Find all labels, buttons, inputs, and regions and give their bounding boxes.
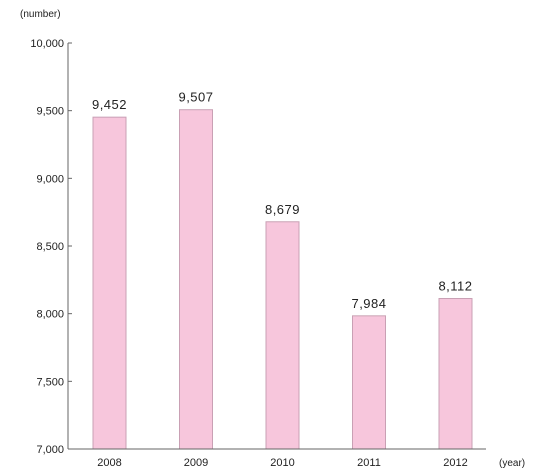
data-label-2009: 9,507 [178, 90, 213, 105]
y-tick-label: 8,000 [36, 309, 64, 321]
y-tick-label: 8,500 [36, 241, 64, 253]
y-tick-label: 7,500 [36, 376, 64, 388]
bar-2012 [438, 298, 473, 450]
x-axis-unit-label: (year) [499, 458, 525, 469]
data-label-2011: 7,984 [351, 296, 386, 311]
data-label-2012: 8,112 [438, 279, 472, 294]
x-tick-label-2011: 2011 [357, 457, 381, 469]
data-label-2008: 9,452 [92, 97, 127, 112]
x-tick-label-2008: 2008 [97, 457, 121, 469]
y-tick-label: 9,500 [36, 106, 64, 118]
x-tick-label-2010: 2010 [270, 457, 294, 469]
bar-2008 [92, 116, 127, 450]
bar-2010 [265, 221, 300, 450]
y-tick-label: 9,000 [36, 173, 64, 185]
bars: 9,452 9,507 8,679 7,984 8,112 [92, 90, 473, 450]
x-tick-label-2009: 2009 [184, 457, 208, 469]
bar-2009 [179, 109, 213, 450]
x-tick-label-2012: 2012 [443, 457, 467, 469]
y-tick-label: 7,000 [36, 444, 64, 456]
y-tick-label: 10,000 [30, 38, 64, 50]
bar-2011 [352, 315, 386, 450]
y-axis: 7,000 7,500 8,000 8,500 9,000 9,500 10,000 [30, 38, 72, 456]
x-axis: 2008 2009 2010 2011 2012 [68, 448, 486, 469]
data-label-2010: 8,679 [265, 202, 300, 217]
y-axis-unit-label: (number) [20, 9, 61, 20]
